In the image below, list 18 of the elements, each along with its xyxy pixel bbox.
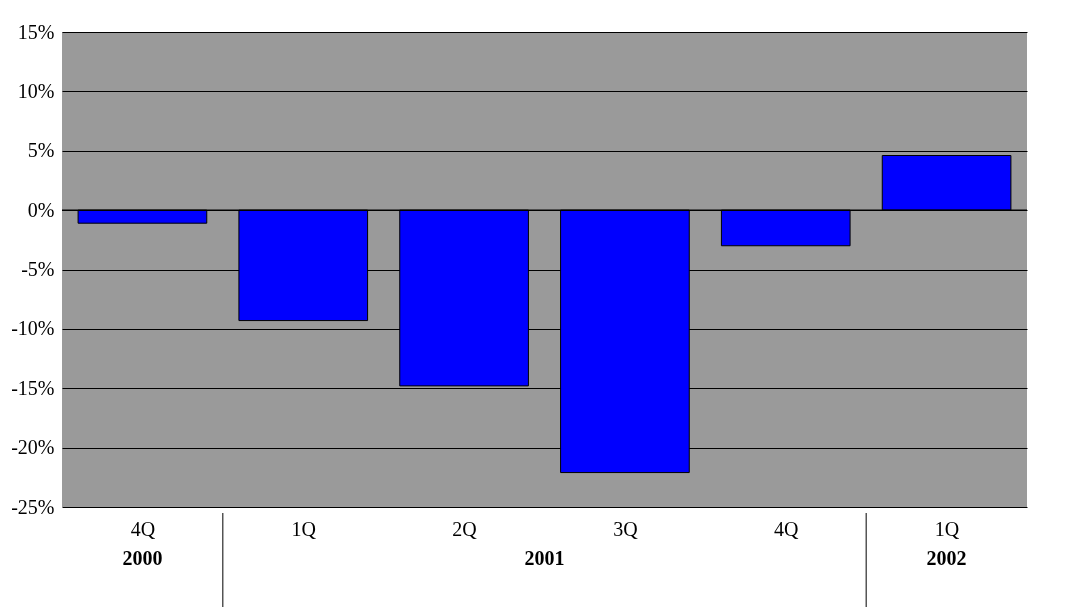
text: 2000 [122, 547, 163, 569]
x-tick-label: 3Q [613, 517, 639, 540]
y-tick-label: -5% [21, 258, 55, 280]
y-tick-label: -20% [11, 436, 55, 459]
y-tick-label: -10% [11, 317, 55, 340]
x-tick-label: 2Q [452, 517, 478, 540]
y-tick-label: 10% [17, 79, 55, 102]
x-tick-label: 4Q [130, 517, 156, 540]
x-tick-label: 4Q [774, 517, 800, 540]
y-tick-label: -25% [11, 495, 55, 518]
y-tick-label: 0% [27, 198, 55, 221]
y-tick-label: -15% [11, 376, 55, 399]
y-tick-label: 5% [27, 139, 55, 162]
x-tick-label: 1Q [934, 517, 960, 540]
text: 2001 [524, 547, 565, 569]
y-tick-label: 15% [17, 20, 55, 43]
x-tick-label: 1Q [291, 517, 317, 540]
text: 2002 [926, 547, 967, 569]
